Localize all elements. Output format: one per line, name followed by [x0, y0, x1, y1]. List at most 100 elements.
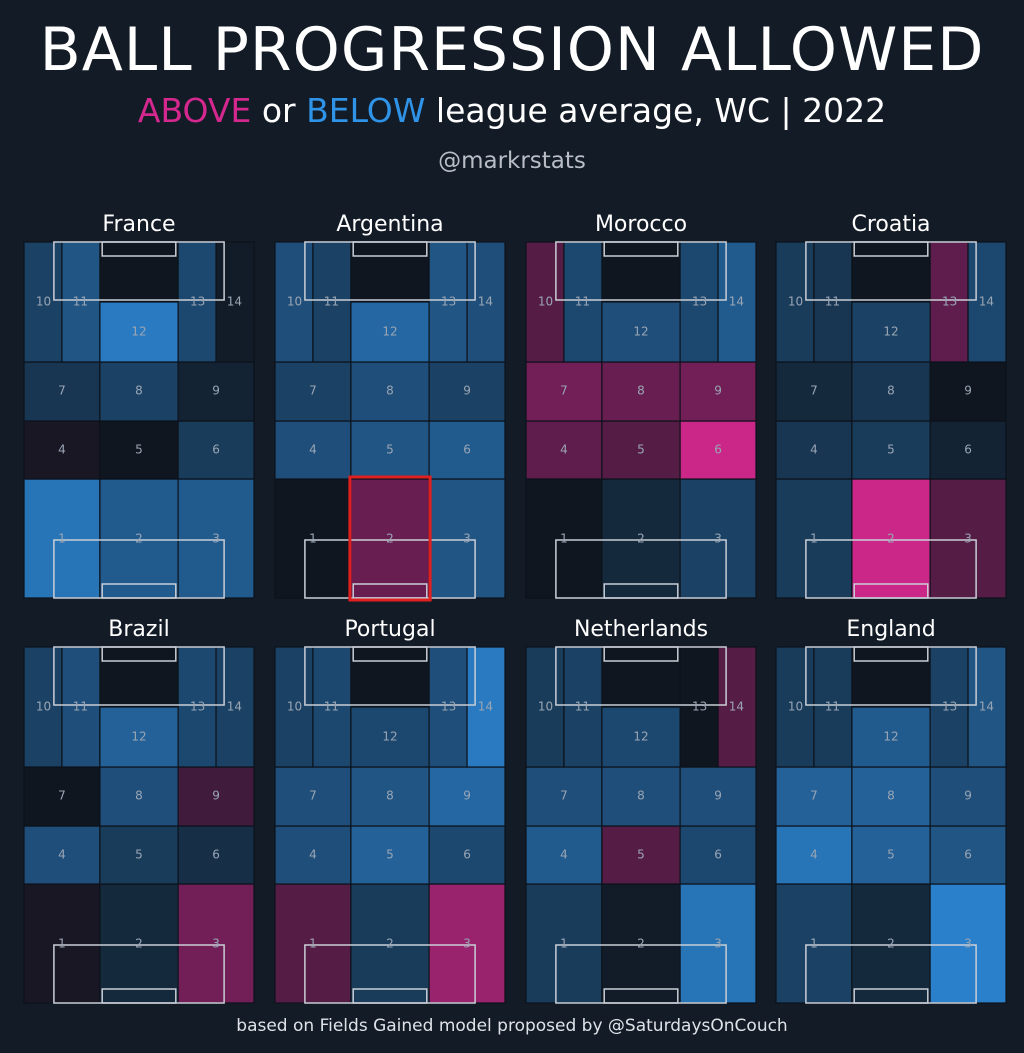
zone-number-label: 10	[788, 700, 803, 714]
zone-cell-8	[601, 766, 681, 827]
zone-number-label: 6	[714, 443, 722, 457]
zone-number-label: 2	[135, 532, 143, 546]
zone-cell-4	[274, 825, 352, 885]
zone-cell-1	[775, 883, 853, 1004]
zone-cell-3	[929, 478, 1007, 599]
zone-cell-1	[274, 478, 352, 599]
team-name-label: England	[846, 617, 936, 642]
zone-number-label: 12	[633, 325, 648, 339]
zone-cell-10	[525, 646, 565, 768]
zone-number-label: 7	[309, 384, 317, 398]
zone-number-label: 13	[441, 700, 456, 714]
zone-number-label: 4	[810, 848, 818, 862]
penalty-box-bottom	[352, 988, 428, 1004]
zone-number-label: 2	[386, 937, 394, 951]
zone-number-label: 5	[386, 443, 394, 457]
zone-number-label: 7	[309, 789, 317, 803]
zone-cell-13	[679, 241, 719, 363]
zone-number-label: 5	[386, 848, 394, 862]
zone-number-label: 12	[131, 325, 146, 339]
zone-cell-strip	[350, 646, 430, 708]
zone-number-label: 5	[135, 443, 143, 457]
zone-number-label: 3	[964, 532, 972, 546]
zone-number-label: 2	[386, 532, 394, 546]
zone-cell-6	[929, 825, 1007, 885]
zone-cell-1	[274, 883, 352, 1004]
zone-number-label: 10	[287, 295, 302, 309]
zone-number-label: 6	[212, 443, 220, 457]
zone-cell-8	[851, 766, 931, 827]
zone-cell-strip	[601, 646, 681, 708]
zone-number-label: 1	[309, 532, 317, 546]
zone-number-label: 3	[463, 937, 471, 951]
chart-subtitle: ABOVE or BELOW league average, WC | 2022	[0, 88, 1024, 134]
zone-number-label: 14	[979, 700, 994, 714]
zone-cell-strip	[99, 241, 179, 303]
zone-cell-6	[177, 420, 255, 480]
zone-cell-12	[350, 301, 430, 363]
zone-number-label: 4	[309, 848, 317, 862]
zone-cell-2	[851, 478, 931, 599]
zone-cell-10	[775, 241, 815, 363]
highlight-box	[348, 475, 432, 602]
zone-cell-strip	[99, 646, 179, 708]
zone-cell-14	[215, 646, 255, 768]
zone-cell-3	[177, 883, 255, 1004]
zone-cell-11	[312, 241, 352, 363]
zone-cell-4	[23, 420, 101, 480]
zone-cell-5	[99, 825, 179, 885]
zone-number-label: 1	[560, 937, 568, 951]
zone-number-label: 6	[212, 848, 220, 862]
zone-cell-7	[23, 361, 101, 422]
zone-cell-6	[177, 825, 255, 885]
zone-number-label: 5	[887, 443, 895, 457]
zone-number-label: 6	[463, 443, 471, 457]
zone-number-label: 12	[382, 325, 397, 339]
zone-cell-9	[679, 361, 757, 422]
zone-number-label: 8	[386, 789, 394, 803]
zone-cell-11	[563, 241, 603, 363]
zone-cell-14	[717, 646, 757, 768]
zone-cell-12	[601, 706, 681, 768]
zone-cell-9	[428, 361, 506, 422]
team-name-label: Netherlands	[573, 617, 709, 642]
zone-number-label: 6	[463, 848, 471, 862]
zone-cell-12	[99, 301, 179, 363]
zone-cell-10	[23, 646, 63, 768]
zone-number-label: 1	[810, 532, 818, 546]
zone-number-label: 4	[810, 443, 818, 457]
team-name-label: Argentina	[336, 212, 444, 237]
subtitle-or-text: or	[251, 91, 307, 130]
penalty-box-bottom	[603, 583, 679, 599]
zone-number-label: 13	[190, 295, 205, 309]
penalty-box-top	[101, 646, 177, 662]
zone-number-label: 3	[463, 532, 471, 546]
zone-cell-11	[563, 646, 603, 768]
zone-cell-8	[350, 361, 430, 422]
zone-cell-5	[601, 825, 681, 885]
zone-number-label: 9	[212, 384, 220, 398]
penalty-box-top	[101, 241, 177, 257]
team-name-label: France	[102, 212, 176, 237]
zone-cell-10	[274, 241, 314, 363]
zone-number-label: 10	[287, 700, 302, 714]
zone-cell-2	[350, 478, 430, 599]
zone-number-label: 5	[637, 848, 645, 862]
zone-number-label: 9	[964, 789, 972, 803]
zone-number-label: 11	[825, 295, 840, 309]
penalty-box-bottom	[101, 583, 177, 599]
penalty-box-bottom	[603, 988, 679, 1004]
zone-number-label: 8	[887, 789, 895, 803]
zone-cell-9	[679, 766, 757, 827]
zone-number-label: 11	[324, 700, 339, 714]
zone-number-label: 14	[227, 700, 242, 714]
zone-number-label: 3	[714, 937, 722, 951]
zone-cell-7	[23, 766, 101, 827]
zone-cell-9	[177, 766, 255, 827]
zone-number-label: 9	[212, 789, 220, 803]
